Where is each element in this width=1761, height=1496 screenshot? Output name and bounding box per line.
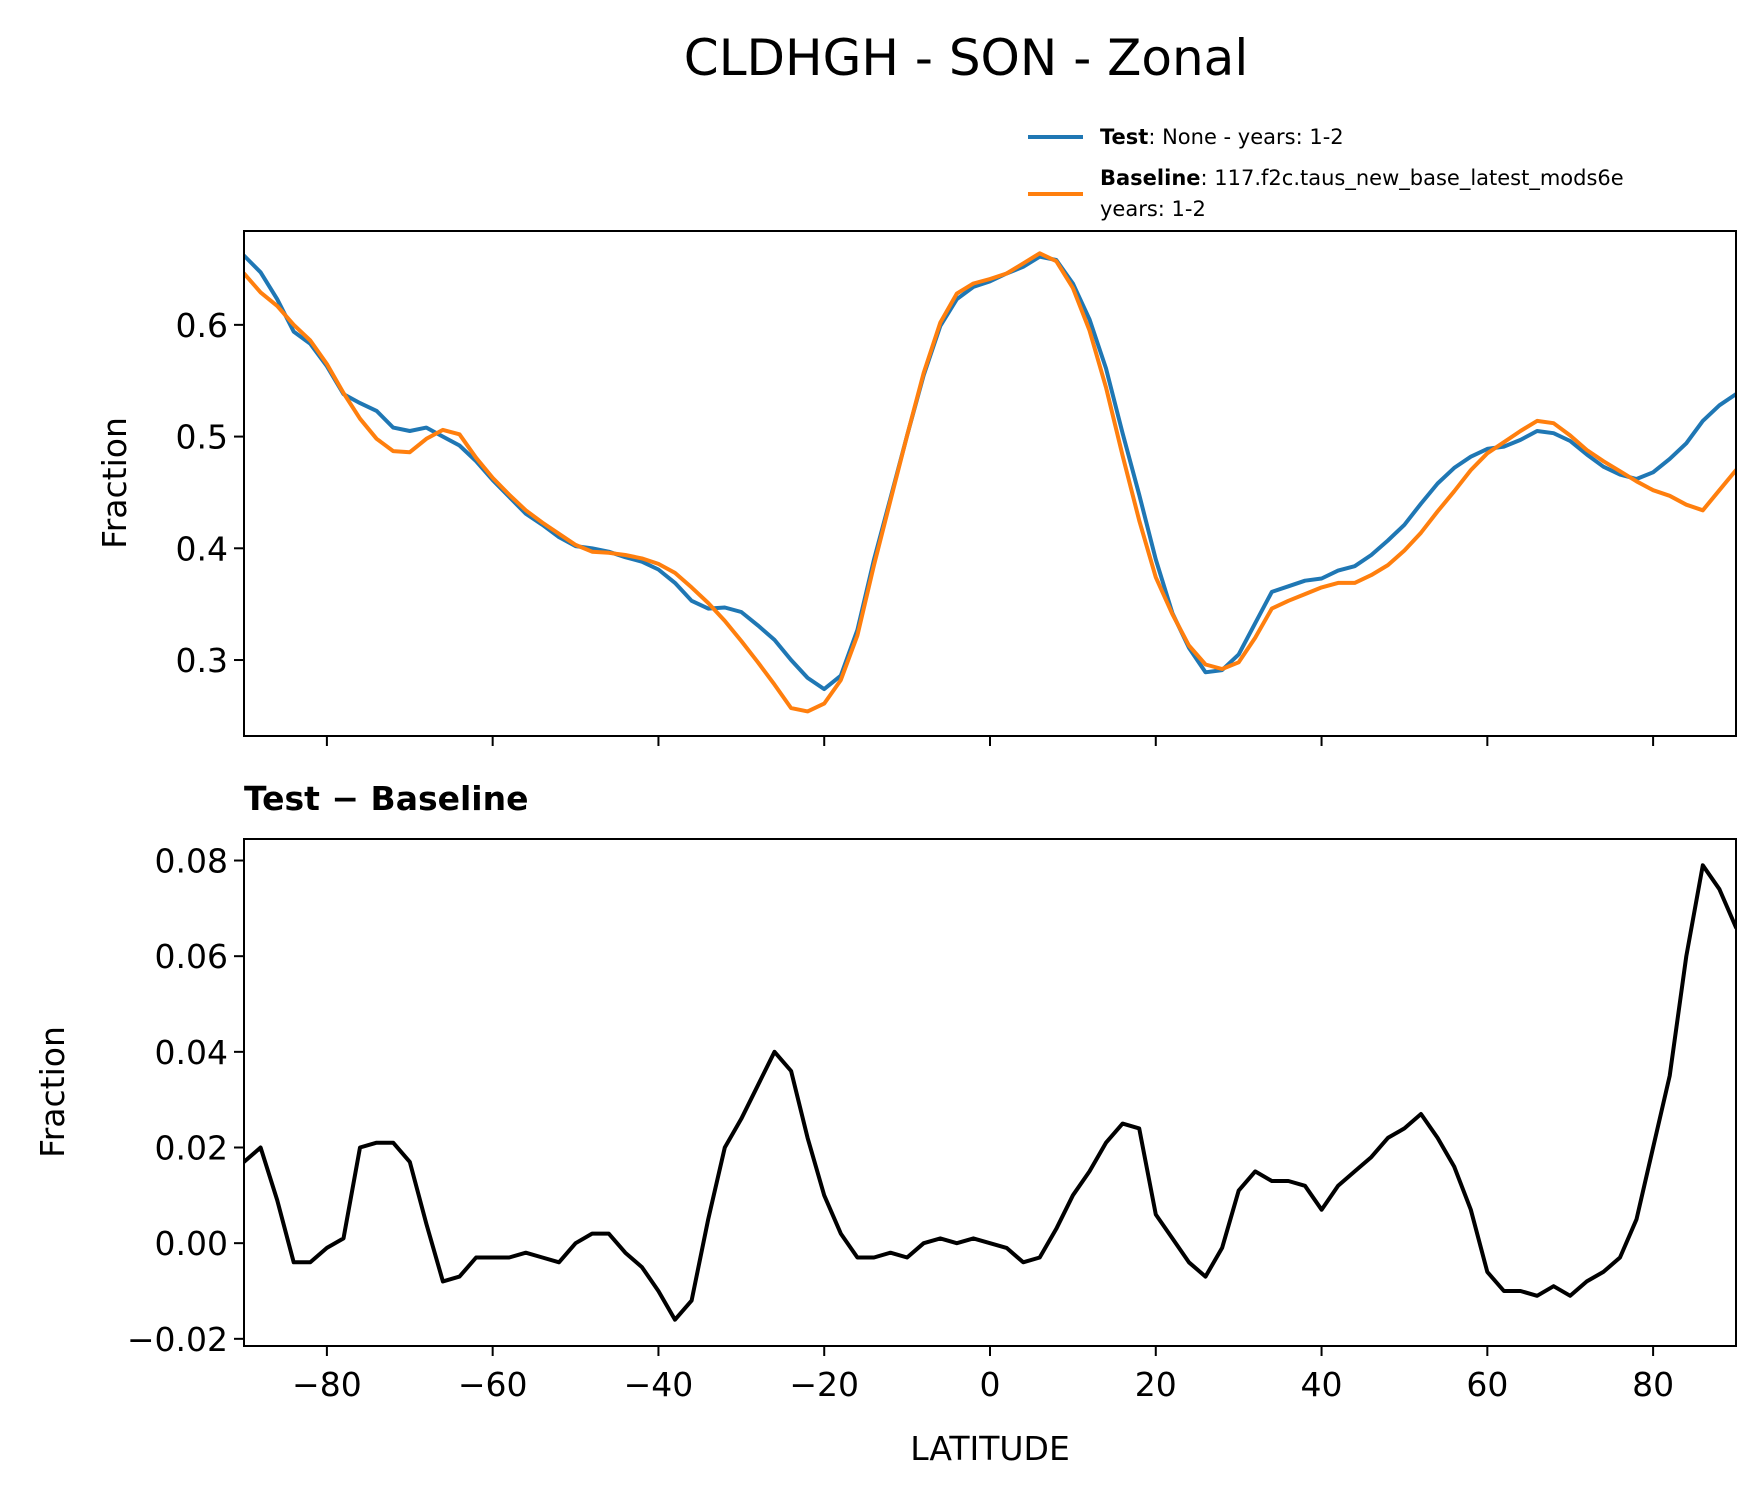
series-line-test-baseline	[244, 865, 1736, 1319]
chart-figure: CLDHGH - SON - Zonal Test: None - years:…	[0, 0, 1761, 1496]
y-tick-label: 0.4	[176, 529, 228, 568]
x-tick-label: −80	[292, 1365, 362, 1404]
figure-title: CLDHGH - SON - Zonal	[684, 29, 1248, 87]
x-tick-label: 0	[980, 1365, 1001, 1404]
y-tick-label: 0.6	[176, 306, 228, 345]
legend-baseline-label: Baseline: 117.f2c.taus_new_base_latest_m…	[1100, 166, 1624, 191]
y-tick-label: −0.02	[127, 1320, 228, 1359]
top-x-ticks	[327, 736, 1653, 746]
x-tick-label: −40	[624, 1365, 694, 1404]
top-y-axis-label: Fraction	[95, 417, 134, 549]
x-tick-label: −60	[458, 1365, 528, 1404]
y-tick-label: 0.06	[155, 937, 228, 976]
y-tick-label: 0.08	[155, 842, 228, 881]
x-tick-label: 60	[1466, 1365, 1508, 1404]
series-line-baseline	[244, 253, 1736, 711]
x-tick-label: −20	[789, 1365, 859, 1404]
x-axis-label: LATITUDE	[910, 1429, 1070, 1468]
series-line-test	[244, 256, 1736, 689]
top-panel: 0.3 0.4 0.5 0.6 Fraction	[95, 231, 1736, 746]
x-tick-label: 80	[1632, 1365, 1674, 1404]
top-series-layer	[244, 253, 1736, 711]
bottom-y-axis-label: Fraction	[33, 1026, 72, 1158]
y-tick-label: 0.04	[155, 1033, 228, 1072]
x-tick-label: 40	[1301, 1365, 1343, 1404]
bottom-panel: Test − Baseline −0.02 0.00 0.02 0.04 0.06 0.0…	[33, 779, 1736, 1468]
top-plot-frame	[244, 231, 1736, 736]
bottom-x-ticks: −80 −60 −40 −20 0 20 40 60 80	[292, 1346, 1674, 1404]
bottom-y-ticks: −0.02 0.00 0.02 0.04 0.06 0.08	[127, 842, 244, 1359]
legend: Test: None - years: 1-2 Baseline: 117.f2…	[1028, 125, 1624, 221]
legend-baseline-label-line2: years: 1-2	[1100, 197, 1206, 221]
legend-test-label: Test: None - years: 1-2	[1100, 125, 1344, 149]
y-tick-label: 0.02	[155, 1129, 228, 1168]
bottom-series-layer	[244, 865, 1736, 1319]
y-tick-label: 0.5	[176, 418, 228, 457]
y-tick-label: 0.3	[176, 641, 228, 680]
bottom-panel-title: Test − Baseline	[244, 779, 529, 818]
top-y-ticks: 0.3 0.4 0.5 0.6	[176, 306, 244, 680]
x-tick-label: 20	[1135, 1365, 1177, 1404]
y-tick-label: 0.00	[155, 1224, 228, 1263]
